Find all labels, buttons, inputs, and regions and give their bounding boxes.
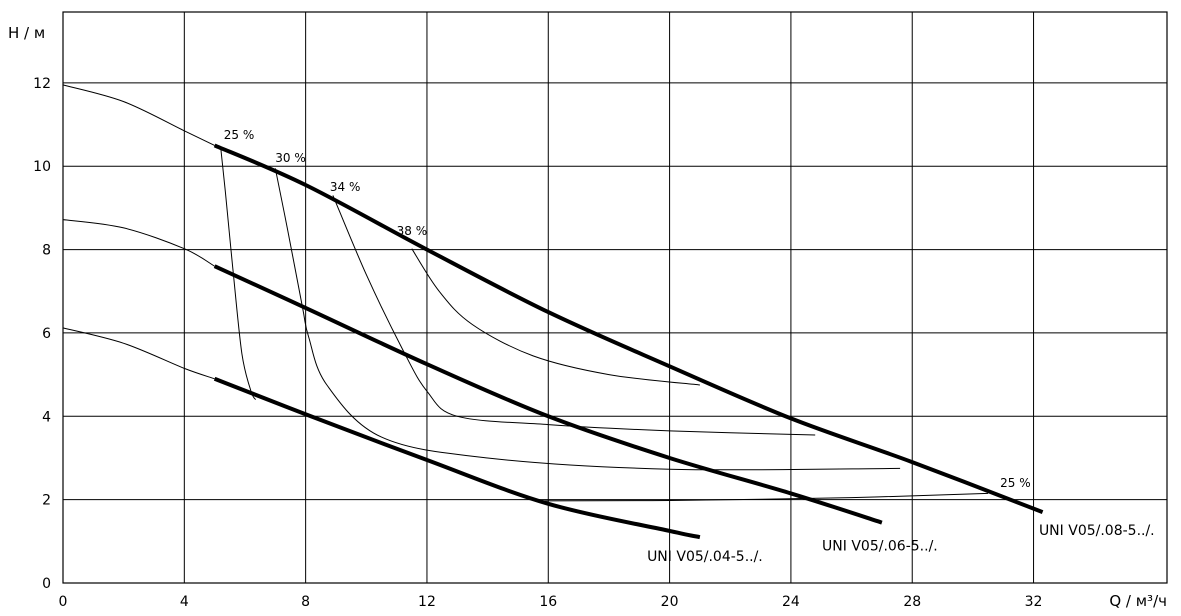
efficiency-curve bbox=[411, 248, 700, 386]
y-tick-label: 0 bbox=[42, 576, 51, 592]
x-tick-label: 4 bbox=[180, 594, 189, 610]
efficiency-curve bbox=[274, 168, 901, 471]
x-tick-label: 16 bbox=[539, 594, 557, 610]
x-axis-label: Q / м³/ч bbox=[1109, 592, 1167, 610]
x-tick-label: 20 bbox=[661, 594, 679, 610]
y-axis-label: H / м bbox=[8, 24, 45, 42]
percent-label: 34 % bbox=[330, 180, 361, 194]
plot-frame bbox=[62, 11, 1168, 584]
x-tick-label: 28 bbox=[903, 594, 921, 610]
max-speed-curve bbox=[62, 327, 215, 380]
y-tick-label: 10 bbox=[33, 159, 51, 175]
y-tick-label: 12 bbox=[33, 76, 51, 92]
efficiency-curve bbox=[539, 492, 989, 502]
percent-label: 25 % bbox=[1000, 476, 1030, 490]
percent-label: 38 % bbox=[397, 224, 428, 238]
pump-curve bbox=[213, 143, 1044, 514]
pump-curve bbox=[213, 376, 701, 540]
x-tick-label: 8 bbox=[301, 594, 310, 610]
grid-lines bbox=[62, 11, 1168, 584]
percent-label: 25 % bbox=[224, 128, 255, 142]
x-tick-label: 32 bbox=[1025, 594, 1043, 610]
y-tick-label: 8 bbox=[42, 243, 51, 259]
max-speed-curve bbox=[62, 84, 215, 146]
curves bbox=[62, 84, 1044, 540]
y-tick-labels: 0 2 4 6 8 10 12 bbox=[33, 76, 51, 592]
x-tick-labels: 0 4 8 12 16 20 24 28 32 bbox=[59, 594, 1043, 610]
series-label: UNI V05/.04-5../. bbox=[647, 549, 763, 565]
series-label: UNI V05/.08-5../. bbox=[1039, 523, 1155, 539]
max-speed-curve bbox=[62, 219, 215, 267]
percent-label: 30 % bbox=[275, 151, 306, 165]
x-tick-label: 0 bbox=[59, 594, 68, 610]
y-tick-label: 4 bbox=[42, 409, 51, 425]
x-tick-label: 24 bbox=[782, 594, 800, 610]
pump-curve bbox=[213, 264, 883, 525]
efficiency-curve bbox=[332, 195, 816, 436]
y-tick-label: 6 bbox=[42, 326, 51, 342]
x-tick-label: 12 bbox=[418, 594, 436, 610]
series-label: UNI V05/.06-5../. bbox=[822, 539, 938, 555]
curve-labels: 25 % 30 % 34 % 38 % 25 % UNI V05/.08-5../. UNI… bbox=[224, 128, 1155, 565]
y-tick-label: 2 bbox=[42, 493, 51, 509]
